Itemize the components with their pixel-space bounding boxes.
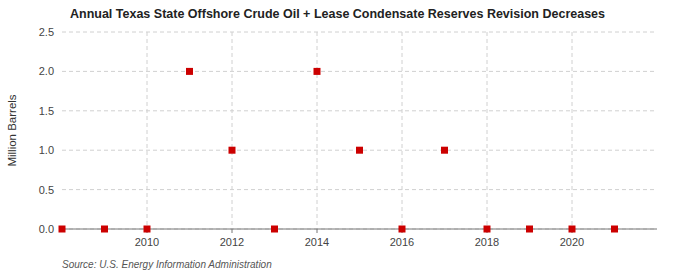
data-point bbox=[271, 226, 278, 233]
x-grid-line bbox=[232, 32, 233, 229]
x-grid-line bbox=[147, 32, 148, 229]
data-point bbox=[186, 68, 193, 75]
data-point bbox=[611, 226, 618, 233]
y-grid-line bbox=[62, 229, 657, 230]
data-point bbox=[569, 226, 576, 233]
axes: 0.0 0.5 1.0 1.5 2.0 2.5 2010 2012 2014 2016 2018 20… bbox=[39, 26, 657, 248]
x-tick-label: 2014 bbox=[305, 236, 329, 248]
x-grid-line bbox=[317, 32, 318, 229]
chart-container: 0.0 0.5 1.0 1.5 2.0 2.5 2010 2012 2014 2016 2018 20… bbox=[0, 0, 675, 275]
data-point bbox=[101, 226, 108, 233]
x-tick-label: 2016 bbox=[390, 236, 414, 248]
data-point bbox=[356, 147, 363, 154]
grid bbox=[62, 32, 657, 229]
x-tick-label: 2018 bbox=[475, 236, 499, 248]
x-grid-line bbox=[402, 32, 403, 229]
data-point bbox=[484, 226, 491, 233]
x-tick-mark bbox=[317, 229, 318, 233]
y-tick-label: 1.5 bbox=[39, 105, 54, 117]
y-tick-label: 1.0 bbox=[39, 144, 54, 156]
x-tick-mark bbox=[232, 229, 233, 233]
y-grid-line bbox=[62, 32, 657, 33]
x-axis-line bbox=[62, 229, 657, 230]
points bbox=[59, 68, 619, 233]
x-tick-label: 2010 bbox=[135, 236, 159, 248]
x-grid-line bbox=[572, 32, 573, 229]
chart-title: Annual Texas State Offshore Crude Oil + … bbox=[70, 7, 605, 21]
y-tick-label: 0.5 bbox=[39, 184, 54, 196]
data-point bbox=[59, 226, 66, 233]
data-point bbox=[314, 68, 321, 75]
source-note: Source: U.S. Energy Information Administ… bbox=[62, 259, 272, 270]
x-tick-label: 2012 bbox=[220, 236, 244, 248]
y-grid-line bbox=[62, 110, 657, 111]
x-grid-line bbox=[487, 32, 488, 229]
y-tick-label: 0.0 bbox=[39, 223, 54, 235]
data-point bbox=[441, 147, 448, 154]
y-axis-label: Million Barrels bbox=[6, 94, 18, 166]
page: {"chart_data": {"type": "scatter", "titl… bbox=[0, 0, 675, 275]
data-point bbox=[144, 226, 151, 233]
chart-svg: 0.0 0.5 1.0 1.5 2.0 2.5 2010 2012 2014 2016 2018 20… bbox=[0, 0, 675, 275]
y-tick-label: 2.5 bbox=[39, 26, 54, 38]
data-point bbox=[399, 226, 406, 233]
y-grid-line bbox=[62, 71, 657, 72]
y-grid-line bbox=[62, 189, 657, 190]
data-point bbox=[229, 147, 236, 154]
data-point bbox=[526, 226, 533, 233]
x-tick-label: 2020 bbox=[560, 236, 584, 248]
y-tick-label: 2.0 bbox=[39, 65, 54, 77]
